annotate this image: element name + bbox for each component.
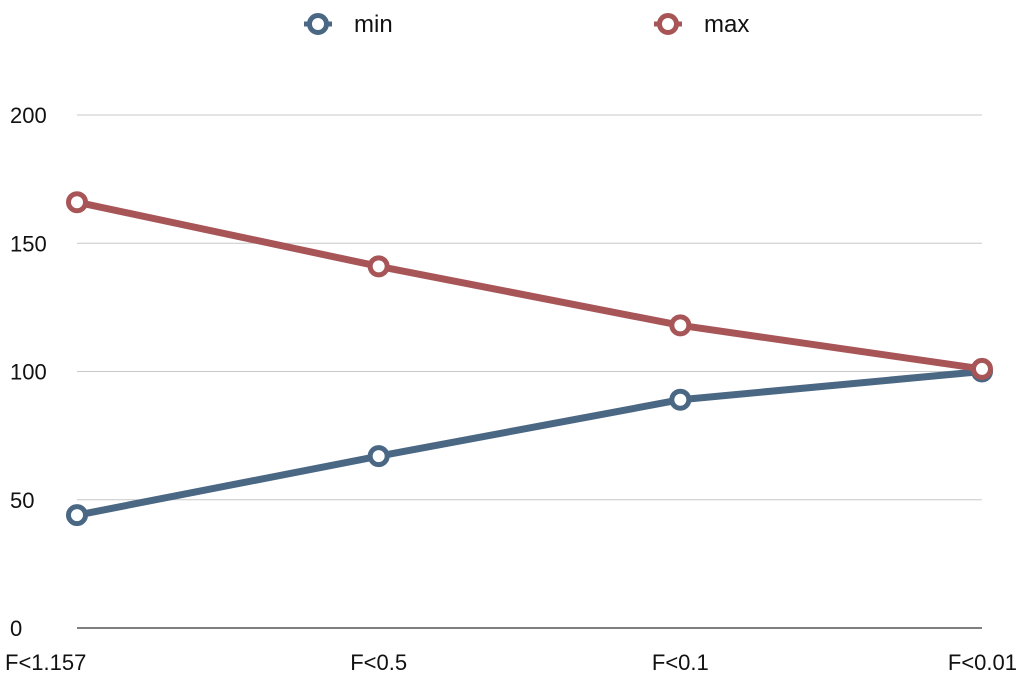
series-line [73,198,986,373]
x-tick-label: F<0.01 [948,650,1017,675]
x-tick-label: F<1.157 [5,650,86,675]
legend-marker [307,13,329,35]
data-point [971,357,993,380]
y-tick-label: 0 [10,616,22,641]
data-point [66,191,88,214]
legend-marker [657,13,679,35]
y-axis: 0 50 100 150 200 [10,103,47,641]
data-point [367,255,390,278]
legend-label: max [704,11,749,38]
data-point [669,388,692,411]
x-tick-label: F<0.5 [350,650,407,675]
gridlines [77,114,982,629]
data-point [367,445,390,468]
y-tick-label: 100 [10,360,47,385]
y-tick-label: 50 [10,488,34,513]
legend-item: max [654,11,749,38]
data-point [66,504,88,527]
x-axis: F<1.157 F<0.5 F<0.1 F<0.01 [5,650,1017,675]
series-max [66,191,993,380]
legend: min max [304,11,749,38]
legend-label: min [354,11,393,38]
x-tick-label: F<0.1 [652,650,709,675]
data-point [669,314,692,337]
y-tick-label: 150 [10,231,47,256]
legend-item: min [304,11,393,38]
y-tick-label: 200 [10,103,47,128]
series-layer [66,191,993,527]
series-line [73,368,986,519]
